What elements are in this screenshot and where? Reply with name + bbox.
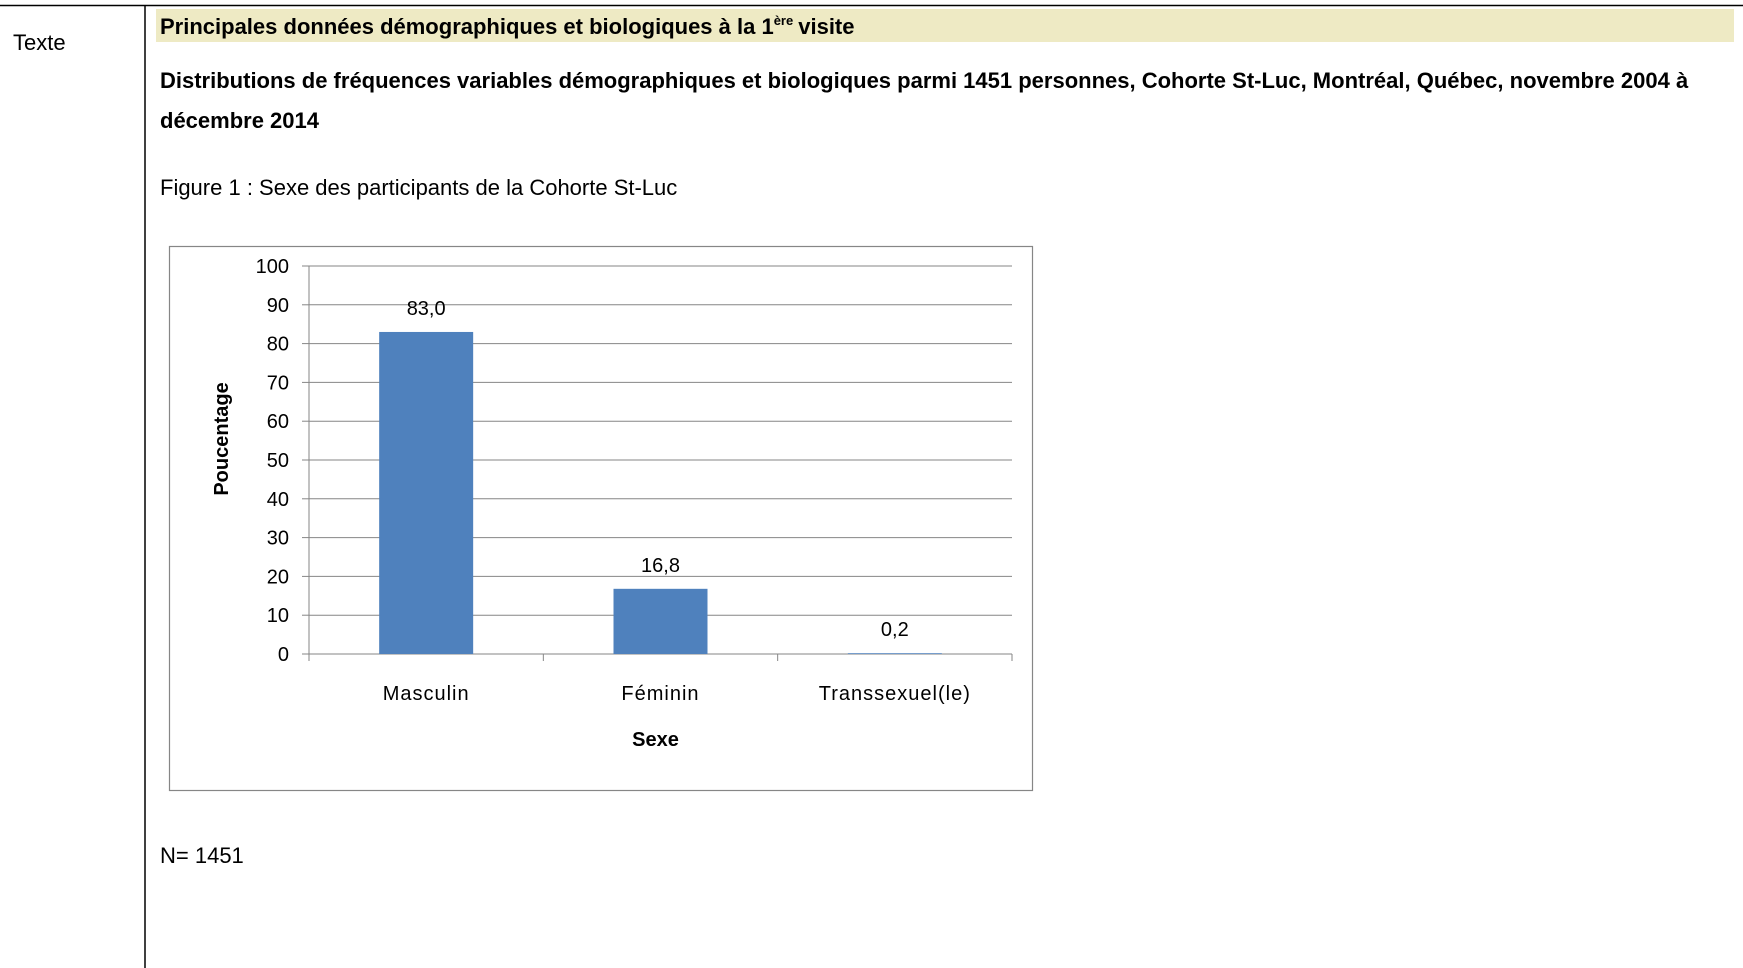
subtitle: Distributions de fréquences variables dé… — [160, 68, 1689, 133]
chart: 0 10 20 30 40 50 60 70 80 90 100 Masculin 83,0 Fémini… — [211, 256, 1013, 751]
x-tick-label: Féminin — [621, 683, 699, 705]
y-tick-label: 20 — [267, 566, 289, 588]
bar — [379, 331, 474, 654]
bar — [847, 653, 942, 654]
x-axis-label: Sexe — [632, 729, 679, 751]
heading: Principales données démographiques et bi… — [160, 13, 855, 39]
value-label: 16,8 — [641, 555, 680, 577]
heading-text: Principales données démographiques et bi… — [160, 14, 774, 39]
y-tick-label: 90 — [267, 295, 289, 317]
y-axis-label: Poucentage — [211, 382, 233, 495]
heading-highlight — [156, 9, 1734, 42]
value-label: 0,2 — [881, 619, 909, 641]
y-tick-label: 50 — [267, 450, 289, 472]
x-tick-label: Masculin — [383, 683, 470, 705]
row-label: Texte — [13, 30, 66, 55]
value-label: 83,0 — [407, 298, 446, 320]
y-tick-label: 10 — [267, 605, 289, 627]
chart-frame — [168, 245, 1034, 792]
y-tick-label: 100 — [256, 256, 289, 278]
y-tick-label: 40 — [267, 489, 289, 511]
note: N= 1451 — [160, 843, 244, 868]
y-tick-label: 60 — [267, 411, 289, 433]
bar — [613, 588, 708, 654]
y-tick-label: 0 — [278, 644, 289, 666]
y-tick-label: 70 — [267, 372, 289, 394]
y-tick-label: 80 — [267, 334, 289, 356]
x-tick-label: Transsexuel(le) — [819, 683, 971, 705]
y-tick-label: 30 — [267, 528, 289, 550]
heading-suffix: visite — [798, 14, 854, 39]
figure-caption: Figure 1 : Sexe des participants de la C… — [160, 175, 677, 200]
heading-superscript: ère — [774, 13, 794, 28]
